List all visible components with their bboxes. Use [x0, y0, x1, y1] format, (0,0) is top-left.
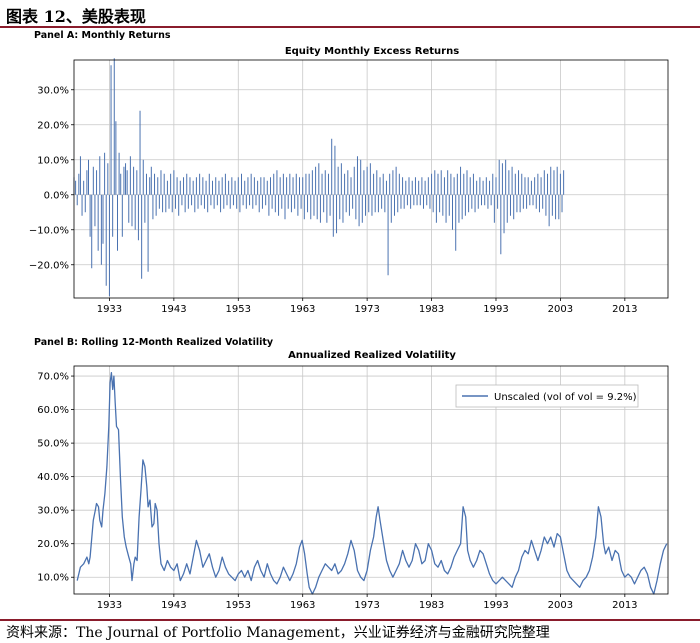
figure-title: 图表 12、美股表现: [6, 7, 146, 26]
x-tick-label: 1933: [97, 600, 122, 611]
y-tick-label: −20.0%: [29, 260, 69, 271]
y-tick-label: 50.0%: [37, 439, 69, 450]
y-tick-label: 40.0%: [37, 472, 69, 483]
legend: Unscaled (vol of vol = 9.2%): [455, 384, 639, 408]
x-tick-label: 1943: [161, 600, 186, 611]
x-tick-label: 1973: [354, 304, 379, 315]
realized-volatility-chart: Panel B: Rolling 12-Month Realized Volat…: [34, 337, 669, 611]
x-tick-label: 2013: [612, 600, 637, 611]
bottom-rule: [0, 619, 700, 621]
x-tick-label: 1933: [97, 304, 122, 315]
monthly-returns-chart: Panel A: Monthly Returns Equity Monthly …: [29, 30, 669, 315]
x-tick-label: 1953: [226, 600, 251, 611]
y-tick-label: 10.0%: [37, 573, 69, 584]
x-tick-label: 1963: [290, 600, 315, 611]
x-tick-label: 1993: [483, 304, 508, 315]
panel-a-label: Panel A: Monthly Returns: [34, 30, 171, 41]
legend-box: [455, 384, 639, 408]
panel-a-title: Equity Monthly Excess Returns: [285, 46, 459, 57]
plot-frame: [73, 365, 669, 595]
x-tick-label: 1983: [419, 600, 444, 611]
return-bars: [73, 58, 565, 297]
y-tick-label: −10.0%: [29, 225, 69, 236]
x-tick-label: 2003: [548, 600, 573, 611]
source-note: 资料来源：The Journal of Portfolio Management…: [6, 625, 550, 641]
panel-a-plot-area: 1933 1943 1953 1963 1973 1983 1993 2003 2013 −20.…: [29, 58, 669, 315]
y-tick-label: 20.0%: [37, 120, 69, 131]
x-tick-label: 2003: [548, 304, 573, 315]
legend-entry: Unscaled (vol of vol = 9.2%): [494, 392, 637, 403]
top-rule: [0, 26, 700, 28]
panel-b-label: Panel B: Rolling 12-Month Realized Volat…: [34, 337, 274, 348]
y-tick-label: 30.0%: [37, 85, 69, 96]
x-tick-label: 1963: [290, 304, 315, 315]
y-tick-label: 30.0%: [37, 506, 69, 517]
y-tick-label: 0.0%: [44, 190, 69, 201]
y-tick-label: 70.0%: [37, 372, 69, 383]
y-tick-label: 20.0%: [37, 539, 69, 550]
y-tick-label: 60.0%: [37, 405, 69, 416]
volatility-series-line: [76, 372, 668, 595]
x-tick-label: 1953: [226, 304, 251, 315]
plot-background: [74, 60, 668, 298]
x-tick-label: 1983: [419, 304, 444, 315]
x-tick-label: 1993: [483, 600, 508, 611]
x-tick-label: 1973: [354, 600, 379, 611]
x-tick-label: 2013: [612, 304, 637, 315]
plot-frame: [73, 59, 669, 299]
panel-b-title: Annualized Realized Volatility: [288, 350, 456, 361]
y-tick-label: 10.0%: [37, 155, 69, 166]
x-tick-label: 1943: [161, 304, 186, 315]
